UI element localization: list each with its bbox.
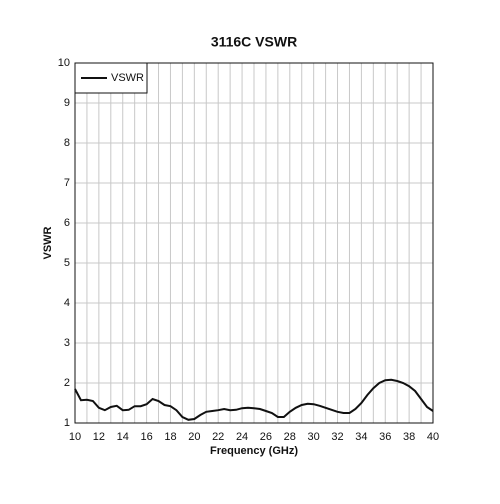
y-tick-label: 5 [64, 257, 70, 269]
y-tick-label: 2 [64, 377, 70, 389]
x-tick-label: 34 [355, 431, 367, 443]
x-tick-label: 36 [379, 431, 391, 443]
plot-frame [74, 62, 434, 424]
x-tick-label: 28 [284, 431, 296, 443]
y-tick-label: 9 [64, 97, 70, 109]
y-tick-label: 7 [64, 177, 70, 189]
x-tick-label: 22 [212, 431, 224, 443]
line-series [74, 378, 434, 421]
x-axis-label: Frequency (GHz) [210, 445, 298, 457]
x-tick-label: 10 [69, 431, 81, 443]
y-tick-label: 10 [58, 57, 70, 69]
y-tick-label: 3 [64, 337, 70, 349]
y-tick-label: 6 [64, 217, 70, 229]
x-tick-label: 24 [236, 431, 248, 443]
x-tick-label: 16 [140, 431, 152, 443]
x-tick-label: 40 [427, 431, 439, 443]
legend: VSWR [74, 62, 148, 94]
x-tick-label: 20 [188, 431, 200, 443]
x-tick-label: 30 [308, 431, 320, 443]
y-axis-label: VSWR [42, 226, 54, 259]
x-tick-label: 32 [331, 431, 343, 443]
x-tick-label: 12 [93, 431, 105, 443]
y-tick-label: 8 [64, 137, 70, 149]
x-tick-label: 18 [164, 431, 176, 443]
legend-label: VSWR [111, 72, 144, 84]
y-tick-label: 1 [64, 417, 70, 429]
x-tick-label: 38 [403, 431, 415, 443]
chart-title: 3116C VSWR [211, 34, 297, 50]
x-tick-label: 14 [117, 431, 129, 443]
x-tick-label: 26 [260, 431, 272, 443]
y-tick-label: 4 [64, 297, 70, 309]
